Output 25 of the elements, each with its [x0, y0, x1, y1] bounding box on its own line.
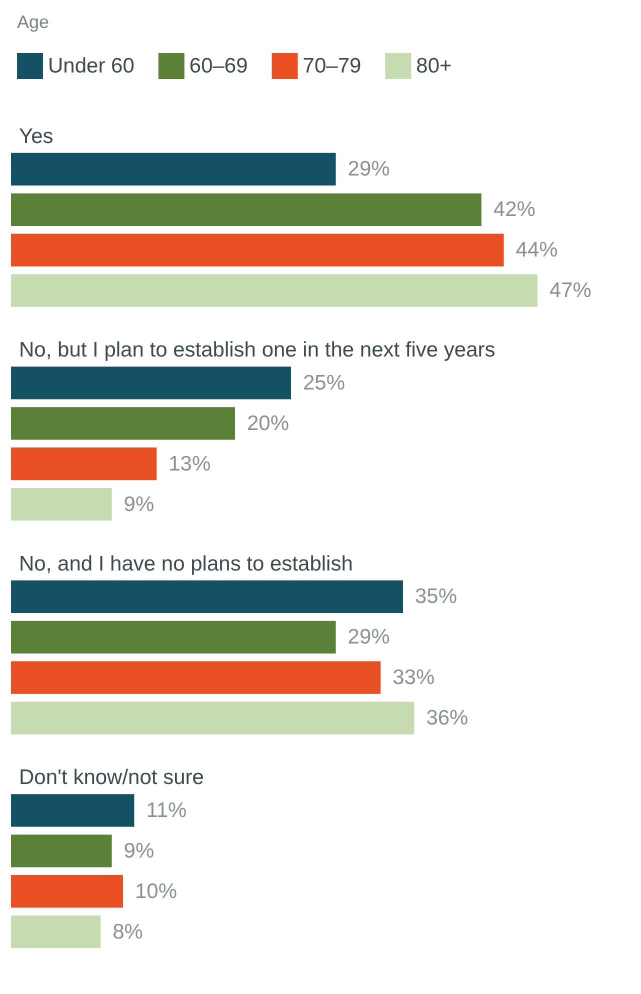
legend-label: 70–79 — [302, 54, 362, 78]
data-label: 13% — [168, 452, 211, 476]
data-label: 8% — [112, 920, 143, 944]
data-label: 29% — [348, 626, 390, 649]
y-tick-label: No, but I plan to establish one in the next five years — [19, 338, 496, 362]
data-label: 9% — [124, 492, 154, 516]
y-tick-label: No, and I have no plans to establish — [19, 552, 353, 576]
legend-label: Under 60 — [48, 54, 134, 78]
y-tick-label: Yes — [19, 124, 54, 148]
data-label: 35% — [415, 585, 458, 608]
data-label: 29% — [348, 158, 390, 181]
legend-title: Age — [17, 12, 50, 32]
data-label: 20% — [247, 412, 290, 435]
data-label: 42% — [493, 198, 536, 222]
data-label: 44% — [516, 238, 558, 262]
legend-label: 60–69 — [189, 54, 248, 78]
data-label: 25% — [303, 371, 346, 394]
data-label: 47% — [549, 279, 592, 302]
y-tick-label: Don't know/not sure — [19, 766, 204, 790]
data-label: 9% — [124, 839, 154, 862]
data-label: 33% — [392, 666, 435, 690]
data-label: 36% — [426, 706, 468, 730]
data-label: 10% — [135, 880, 178, 903]
legend-label: 80+ — [416, 54, 452, 78]
data-label: 11% — [146, 798, 187, 822]
